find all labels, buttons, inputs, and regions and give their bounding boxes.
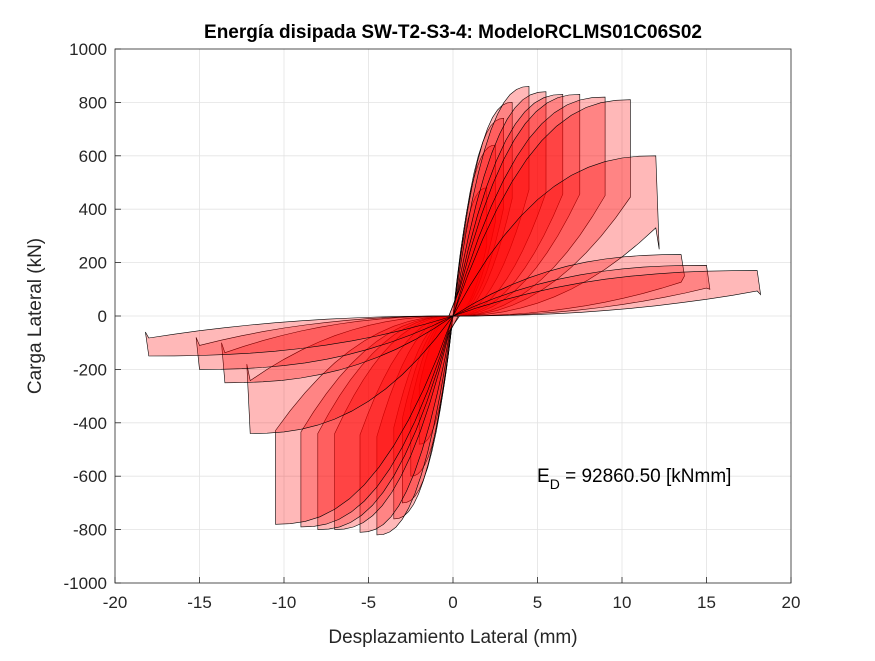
- energy-subscript: D: [550, 476, 560, 492]
- y-tick-label: 800: [79, 93, 107, 112]
- y-tick-label: -200: [73, 360, 107, 379]
- y-tick-label: -400: [73, 414, 107, 433]
- x-tick-label: 0: [448, 593, 457, 612]
- hysteresis-loop: [145, 270, 762, 357]
- y-tick-label: 0: [98, 307, 107, 326]
- x-tick-label: 5: [533, 593, 542, 612]
- hysteresis-loop: [275, 99, 631, 525]
- x-tick-label: -5: [361, 593, 376, 612]
- hysteresis-loop: [195, 264, 711, 370]
- y-tick-label: -1000: [64, 574, 107, 593]
- x-tick-label: 15: [697, 593, 716, 612]
- x-tick-label: -10: [272, 593, 297, 612]
- chart-title: Energía disipada SW-T2-S3-4: ModeloRCLMS…: [204, 22, 702, 43]
- x-tick-label: -20: [103, 593, 128, 612]
- hysteresis-loop: [221, 254, 685, 384]
- axis-ticks: -20 -15 -10 -5 0 5 10 15 20 -1000 -800 -600 -400 -200…: [64, 40, 801, 612]
- hysteresis-loop: [317, 94, 581, 530]
- y-tick-label: 1000: [69, 40, 107, 59]
- x-axis-label: Desplazamiento Lateral (mm): [328, 627, 577, 648]
- hysteresis-loop: [300, 96, 606, 528]
- y-axis-label: Carga Lateral (kN): [25, 238, 46, 394]
- hysteresis-loop: [246, 155, 660, 434]
- hysteresis-loop: [401, 118, 505, 504]
- x-tick-label: 20: [782, 593, 801, 612]
- x-tick-label: 10: [613, 593, 632, 612]
- x-tick-label: -15: [187, 593, 212, 612]
- y-tick-label: 600: [79, 147, 107, 166]
- energy-symbol: E: [537, 466, 550, 487]
- hysteresis-loop: [334, 94, 564, 530]
- y-tick-label: 400: [79, 200, 107, 219]
- energy-value: = 92860.50 [kNmm]: [560, 466, 732, 487]
- loops-layer: [145, 86, 762, 536]
- y-tick-label: -600: [73, 467, 107, 486]
- y-tick-label: 200: [79, 254, 107, 273]
- energy-annotation: ED = 92860.50 [kNmm]: [537, 466, 731, 492]
- hysteresis-loop: [376, 86, 530, 536]
- y-tick-label: -800: [73, 521, 107, 540]
